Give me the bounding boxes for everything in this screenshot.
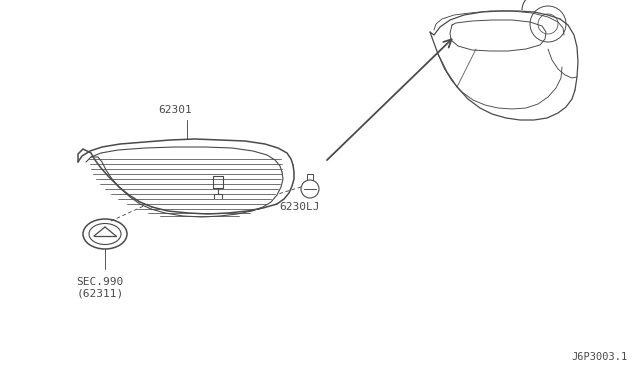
Text: 62301: 62301 [158, 105, 192, 115]
Text: 6230LJ: 6230LJ [280, 202, 320, 212]
Text: J6P3003.1: J6P3003.1 [572, 352, 628, 362]
Text: SEC.990
(62311): SEC.990 (62311) [76, 277, 124, 299]
